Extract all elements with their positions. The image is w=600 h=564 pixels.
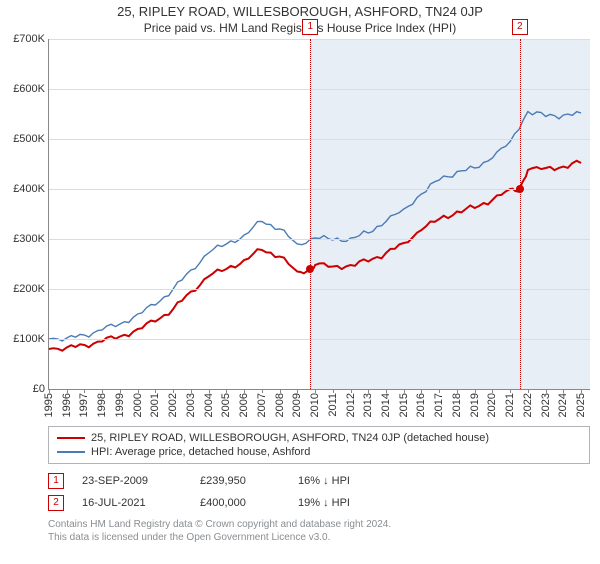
attribution: Contains HM Land Registry data © Crown c… [48, 518, 590, 544]
series-line-hpi [49, 112, 581, 342]
gridline [49, 239, 590, 240]
x-axis-label: 2020 [486, 393, 498, 417]
x-axis-label: 2004 [203, 393, 215, 417]
x-axis-label: 2000 [132, 393, 144, 417]
x-axis-label: 2012 [345, 393, 357, 417]
legend-swatch [57, 451, 85, 453]
plot-area: £0£100K£200K£300K£400K£500K£600K£700K199… [48, 39, 590, 390]
y-axis-label: £500K [13, 133, 45, 145]
x-axis-label: 2010 [309, 393, 321, 417]
y-axis-label: £600K [13, 83, 45, 95]
x-axis-label: 2003 [185, 393, 197, 417]
x-axis-label: 2011 [327, 393, 339, 417]
x-axis-label: 2022 [522, 393, 534, 417]
transaction-marker: 2 [48, 495, 64, 511]
marker-line [520, 39, 521, 389]
legend-item: 25, RIPLEY ROAD, WILLESBOROUGH, ASHFORD,… [57, 431, 581, 445]
x-axis-label: 1998 [96, 393, 108, 417]
transaction-date: 23-SEP-2009 [82, 475, 182, 487]
legend-label: HPI: Average price, detached house, Ashf… [91, 446, 310, 458]
transactions-table: 1 23-SEP-2009 £239,950 16% ↓ HPI 2 16-JU… [48, 470, 590, 514]
x-axis-label: 2025 [575, 393, 587, 417]
x-axis-label: 2018 [451, 393, 463, 417]
chart-title: 25, RIPLEY ROAD, WILLESBOROUGH, ASHFORD,… [0, 4, 600, 19]
x-axis-label: 2015 [398, 393, 410, 417]
gridline [49, 189, 590, 190]
legend-label: 25, RIPLEY ROAD, WILLESBOROUGH, ASHFORD,… [91, 432, 489, 444]
x-axis-label: 1999 [114, 393, 126, 417]
x-axis-label: 2024 [557, 393, 569, 417]
attribution-line: This data is licensed under the Open Gov… [48, 531, 590, 544]
y-axis-label: £300K [13, 233, 45, 245]
y-axis-label: £700K [13, 33, 45, 45]
gridline [49, 39, 590, 40]
marker-dot [516, 185, 524, 193]
marker-dot [306, 265, 314, 273]
x-axis-label: 2017 [433, 393, 445, 417]
transaction-price: £400,000 [200, 497, 280, 509]
transaction-price: £239,950 [200, 475, 280, 487]
x-axis-label: 2014 [380, 393, 392, 417]
x-axis-label: 1997 [78, 393, 90, 417]
x-axis-label: 2001 [149, 393, 161, 417]
marker-badge: 1 [302, 19, 318, 35]
x-axis-label: 2009 [291, 393, 303, 417]
line-series-svg [49, 39, 590, 389]
attribution-line: Contains HM Land Registry data © Crown c… [48, 518, 590, 531]
transaction-diff: 19% ↓ HPI [298, 497, 388, 509]
gridline [49, 89, 590, 90]
x-axis-label: 2016 [415, 393, 427, 417]
x-axis-label: 1996 [61, 393, 73, 417]
x-axis-label: 2006 [238, 393, 250, 417]
x-axis-label: 1995 [43, 393, 55, 417]
gridline [49, 139, 590, 140]
transaction-row: 2 16-JUL-2021 £400,000 19% ↓ HPI [48, 492, 590, 514]
transaction-diff: 16% ↓ HPI [298, 475, 388, 487]
gridline [49, 339, 590, 340]
legend-item: HPI: Average price, detached house, Ashf… [57, 445, 581, 459]
x-axis-label: 2008 [274, 393, 286, 417]
x-axis-label: 2013 [362, 393, 374, 417]
legend-swatch [57, 437, 85, 439]
chart-container: 25, RIPLEY ROAD, WILLESBOROUGH, ASHFORD,… [0, 4, 600, 564]
legend: 25, RIPLEY ROAD, WILLESBOROUGH, ASHFORD,… [48, 426, 590, 464]
y-axis-label: £100K [13, 333, 45, 345]
gridline [49, 289, 590, 290]
marker-badge: 2 [512, 19, 528, 35]
y-axis-label: £400K [13, 183, 45, 195]
x-axis-label: 2007 [256, 393, 268, 417]
x-axis-label: 2023 [540, 393, 552, 417]
transaction-date: 16-JUL-2021 [82, 497, 182, 509]
transaction-row: 1 23-SEP-2009 £239,950 16% ↓ HPI [48, 470, 590, 492]
x-axis-label: 2005 [220, 393, 232, 417]
x-axis-label: 2002 [167, 393, 179, 417]
y-axis-label: £200K [13, 283, 45, 295]
chart-subtitle: Price paid vs. HM Land Registry's House … [0, 21, 600, 35]
x-axis-label: 2021 [504, 393, 516, 417]
transaction-marker: 1 [48, 473, 64, 489]
x-axis-label: 2019 [469, 393, 481, 417]
marker-line [310, 39, 311, 389]
